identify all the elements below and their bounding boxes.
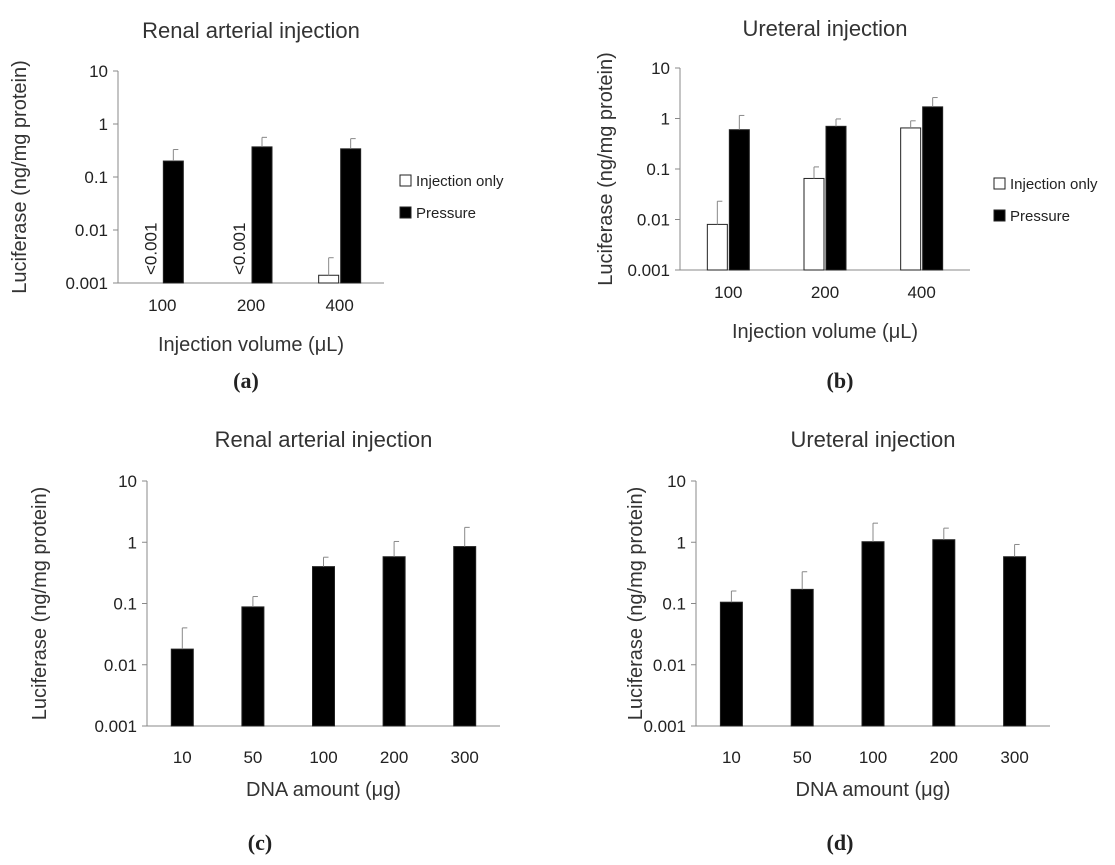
chart-a: Renal arterial injection 0.001 0.01 0.1 1 10 L… <box>9 18 504 356</box>
caption-b: (b) <box>826 368 854 393</box>
legend-label: Pressure <box>1010 208 1070 225</box>
legend-swatch <box>993 177 1006 190</box>
y-tick-label: 10 <box>667 472 686 491</box>
x-tick-label: 100 <box>148 296 176 315</box>
y-tick-label: 0.1 <box>662 595 686 614</box>
y-axis-label: Luciferase (ng/mg protein) <box>625 487 647 720</box>
legend-label: Pressure <box>416 205 476 222</box>
chart-c: Renal arterial injection 0.001 0.01 0.1 1 10 L… <box>29 427 500 801</box>
y-axis-label: Luciferase (ng/mg protein) <box>595 52 617 285</box>
bar <box>803 177 825 271</box>
y-tick-label: 0.001 <box>94 717 137 736</box>
bar <box>318 274 340 284</box>
chart-panel-d: Ureteral injection 0.001 0.01 0.1 1 10 Lucifer… <box>560 410 1115 865</box>
legend-label: Injection only <box>1010 176 1098 193</box>
chart-title: Renal arterial injection <box>142 18 360 43</box>
bar <box>719 601 743 727</box>
y-tick-label: 0.1 <box>113 595 137 614</box>
legend-swatch <box>993 209 1006 222</box>
y-tick-label: 0.01 <box>653 656 686 675</box>
y-tick-label: 1 <box>677 533 686 552</box>
value-note-label: <0.001 <box>230 223 249 275</box>
bar <box>900 127 922 271</box>
legend-label: Injection only <box>416 173 504 190</box>
bar <box>312 566 335 727</box>
y-tick-label: 0.1 <box>84 168 108 187</box>
x-tick-label: 100 <box>859 748 887 767</box>
bar <box>790 588 814 727</box>
y-tick-label: 0.01 <box>637 211 670 230</box>
bar <box>932 539 956 727</box>
x-axis-label: DNA amount (μg) <box>246 779 401 801</box>
x-tick-label: 200 <box>237 296 265 315</box>
x-axis-label: Injection volume (μL) <box>158 334 344 356</box>
chart-title: Ureteral injection <box>742 16 907 41</box>
x-axis-label: DNA amount (μg) <box>796 779 951 801</box>
x-tick-label: 100 <box>309 748 337 767</box>
chart-b: Ureteral injection 0.001 0.01 0.1 1 10 Lucifer… <box>595 16 1098 343</box>
bar <box>922 106 944 271</box>
y-tick-label: 0.001 <box>627 261 670 280</box>
bar <box>241 606 265 727</box>
bar <box>706 223 728 271</box>
x-tick-label: 400 <box>325 296 353 315</box>
y-axis-label: Luciferase (ng/mg protein) <box>29 487 51 720</box>
y-tick-label: 0.01 <box>75 221 108 240</box>
chart-panel-c: Renal arterial injection 0.001 0.01 0.1 1 10 L… <box>0 410 560 865</box>
y-tick-label: 10 <box>651 59 670 78</box>
bar <box>861 541 885 727</box>
x-tick-label: 200 <box>930 748 958 767</box>
y-tick-label: 0.01 <box>104 656 137 675</box>
chart-panel-a: Renal arterial injection 0.001 0.01 0.1 1 10 L… <box>0 0 560 410</box>
x-tick-label: 100 <box>714 283 742 302</box>
bar <box>170 648 194 727</box>
y-tick-label: 1 <box>128 533 137 552</box>
bar <box>825 125 847 271</box>
x-tick-label: 10 <box>722 748 741 767</box>
bar <box>162 160 184 284</box>
y-tick-label: 0.1 <box>646 160 670 179</box>
x-tick-label: 200 <box>811 283 839 302</box>
y-axis-label: Luciferase (ng/mg protein) <box>9 60 31 293</box>
chart-d: Ureteral injection 0.001 0.01 0.1 1 10 Lucifer… <box>625 427 1050 801</box>
x-tick-label: 10 <box>173 748 192 767</box>
chart-title: Renal arterial injection <box>215 427 433 452</box>
value-note-label: <0.001 <box>141 223 160 275</box>
bar <box>728 129 750 271</box>
y-tick-label: 0.001 <box>65 274 108 293</box>
y-tick-label: 1 <box>99 115 108 134</box>
legend-swatch <box>399 206 412 219</box>
caption-a: (a) <box>233 368 259 393</box>
y-tick-label: 10 <box>89 62 108 81</box>
caption-d: (d) <box>826 830 854 855</box>
chart-title: Ureteral injection <box>790 427 955 452</box>
y-tick-label: 0.001 <box>643 717 686 736</box>
chart-panel-b: Ureteral injection 0.001 0.01 0.1 1 10 Lucifer… <box>560 0 1115 410</box>
bar <box>251 146 273 284</box>
y-tick-label: 1 <box>661 110 670 129</box>
bar <box>1003 556 1027 727</box>
y-tick-label: 10 <box>118 472 137 491</box>
x-tick-label: 200 <box>380 748 408 767</box>
bar <box>453 546 477 727</box>
caption-c: (c) <box>247 830 273 855</box>
x-tick-label: 50 <box>243 748 262 767</box>
x-tick-label: 300 <box>1000 748 1028 767</box>
bar <box>382 556 406 727</box>
x-tick-label: 400 <box>907 283 935 302</box>
x-axis-label: Injection volume (μL) <box>732 321 918 343</box>
x-tick-label: 300 <box>451 748 479 767</box>
bar <box>340 148 362 284</box>
legend-swatch <box>399 174 412 187</box>
x-tick-label: 50 <box>793 748 812 767</box>
